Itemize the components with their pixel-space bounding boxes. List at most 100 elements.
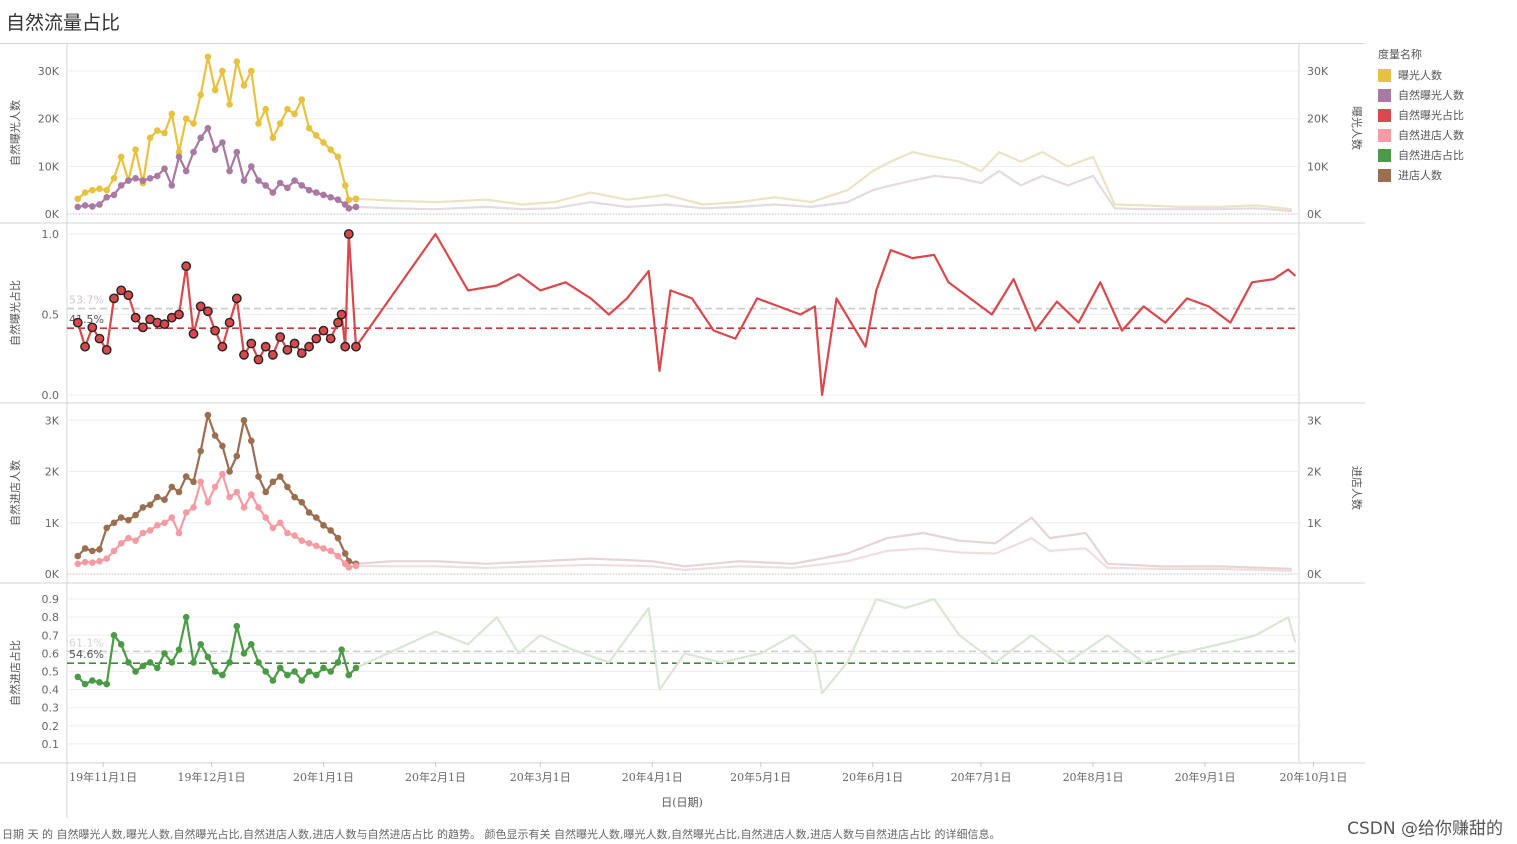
legend-item-exposure[interactable]: 曝光人数 <box>1378 65 1498 85</box>
data-point <box>154 493 161 501</box>
y-tick-label-right: 0K <box>1307 568 1322 581</box>
data-point <box>139 177 147 184</box>
y-tick-label: 20K <box>38 113 60 126</box>
data-point <box>161 165 168 172</box>
data-point <box>96 557 103 565</box>
data-point <box>197 478 204 486</box>
data-point <box>248 641 255 648</box>
data-point <box>291 668 298 675</box>
data-point <box>327 668 335 675</box>
data-point <box>262 514 270 521</box>
data-point <box>117 540 125 547</box>
series-line <box>77 414 357 565</box>
data-point <box>117 153 125 161</box>
data-point <box>336 309 347 320</box>
data-point <box>305 668 313 675</box>
data-point <box>182 613 190 621</box>
y-tick-label: 3K <box>45 414 60 427</box>
data-point <box>255 659 262 666</box>
data-point <box>276 519 284 527</box>
data-point <box>320 664 327 672</box>
data-point <box>240 177 248 184</box>
data-point <box>260 341 271 352</box>
data-point <box>345 671 353 679</box>
data-point <box>298 96 306 103</box>
data-point <box>110 175 118 182</box>
x-tick-label: 20年2月1日 <box>405 770 466 784</box>
data-point <box>276 179 284 187</box>
legend[interactable]: 度量名称 曝光人数 自然曝光人数 自然曝光占比 自然进店人数 自然进店占比 进店… <box>1378 46 1498 185</box>
right-axis-title: 曝光人数 <box>1350 106 1364 150</box>
x-tick-label: 20年10月1日 <box>1279 770 1347 784</box>
reference-line-label: 53.7% <box>69 294 104 307</box>
legend-label: 自然曝光人数 <box>1398 89 1464 102</box>
data-point <box>110 547 118 555</box>
data-point <box>81 545 89 552</box>
data-point <box>96 679 103 686</box>
data-point <box>291 493 298 501</box>
data-point <box>291 177 298 184</box>
data-point <box>146 134 154 142</box>
data-point <box>146 501 154 509</box>
data-point <box>132 537 139 544</box>
x-tick-label: 20年3月1日 <box>510 770 571 784</box>
data-point <box>340 341 351 352</box>
data-point <box>217 341 228 352</box>
data-point <box>318 325 329 336</box>
data-point <box>345 564 353 571</box>
data-point <box>96 546 103 553</box>
data-point <box>352 203 360 211</box>
data-point <box>325 333 336 344</box>
data-point <box>103 194 110 201</box>
trend-chart[interactable]: 0K 0K 10K 10K 20K 20K 30K 30K 自然曝光人数 曝光人数 0.0 0.5 1.… <box>0 0 1365 820</box>
data-point <box>334 196 342 203</box>
series-line <box>77 616 357 686</box>
data-point <box>211 668 219 675</box>
data-point <box>211 432 219 439</box>
data-point <box>109 293 119 304</box>
y-tick-label-right: 20K <box>1307 113 1329 126</box>
data-point <box>190 148 197 156</box>
data-point <box>168 514 176 521</box>
data-point <box>190 504 197 511</box>
x-tick-label: 20年4月1日 <box>622 770 683 784</box>
data-point <box>298 499 306 506</box>
legend-label: 自然进店人数 <box>1398 129 1464 142</box>
x-tick-label: 19年12月1日 <box>178 770 246 784</box>
data-point <box>226 493 233 501</box>
data-point <box>190 659 197 666</box>
legend-item-natural-visit-ratio[interactable]: 自然进店占比 <box>1378 145 1498 165</box>
data-point <box>338 646 345 653</box>
data-point <box>154 664 161 672</box>
data-point <box>94 333 105 344</box>
data-point <box>233 488 241 496</box>
legend-label: 自然进店占比 <box>1398 149 1464 162</box>
data-point <box>226 468 233 475</box>
legend-item-visits[interactable]: 进店人数 <box>1378 165 1498 185</box>
data-point <box>132 175 139 182</box>
legend-item-natural-exposure[interactable]: 自然曝光人数 <box>1378 85 1498 105</box>
data-point <box>320 545 327 552</box>
data-point <box>197 641 204 648</box>
y-tick-label-right: 10K <box>1307 160 1329 173</box>
data-point <box>168 182 176 189</box>
data-point <box>219 67 226 75</box>
data-point <box>313 189 320 196</box>
y-tick-label: 0.5 <box>42 665 60 678</box>
data-point <box>132 511 139 519</box>
y-tick-label-right: 3K <box>1307 414 1322 427</box>
y-tick-label: 0.7 <box>42 629 60 642</box>
data-point <box>175 148 183 156</box>
data-point <box>132 146 139 153</box>
data-point <box>89 186 96 194</box>
legend-label: 进店人数 <box>1398 169 1442 182</box>
legend-item-natural-exposure-ratio[interactable]: 自然曝光占比 <box>1378 105 1498 125</box>
data-point <box>211 146 219 153</box>
y-tick-label: 0.4 <box>42 684 60 697</box>
y-tick-label: 0.8 <box>42 611 60 624</box>
data-point <box>146 659 154 666</box>
data-point <box>240 417 248 424</box>
legend-item-natural-visits[interactable]: 自然进店人数 <box>1378 125 1498 145</box>
data-point <box>74 203 82 211</box>
data-point <box>284 529 291 537</box>
